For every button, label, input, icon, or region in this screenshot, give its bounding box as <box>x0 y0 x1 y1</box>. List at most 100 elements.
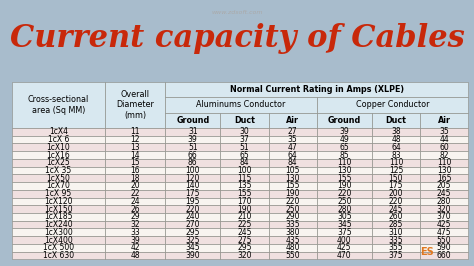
Text: 110: 110 <box>337 158 351 167</box>
Bar <box>105 151 165 159</box>
Bar <box>12 82 105 128</box>
Text: 245: 245 <box>389 205 403 214</box>
Text: 125: 125 <box>389 166 403 175</box>
Text: 100: 100 <box>237 166 252 175</box>
Bar <box>317 143 372 151</box>
Bar <box>12 182 105 190</box>
Text: ES: ES <box>419 247 434 257</box>
Bar <box>268 236 317 244</box>
Bar <box>12 252 105 259</box>
Text: 37: 37 <box>239 135 249 144</box>
Bar <box>12 136 105 143</box>
Text: 195: 195 <box>185 197 200 206</box>
Bar <box>372 252 420 259</box>
Bar <box>12 221 105 228</box>
Bar <box>165 221 220 228</box>
Bar <box>317 113 372 128</box>
Text: 280: 280 <box>437 197 451 206</box>
Bar <box>165 213 220 221</box>
Text: Normal Current Rating in Amps (XLPE): Normal Current Rating in Amps (XLPE) <box>229 85 404 94</box>
Bar <box>12 198 105 205</box>
Text: 475: 475 <box>437 228 451 237</box>
Bar <box>268 182 317 190</box>
Text: 425: 425 <box>437 220 451 229</box>
Bar <box>317 244 372 252</box>
Bar <box>105 221 165 228</box>
Text: 320: 320 <box>437 205 451 214</box>
Text: 155: 155 <box>337 174 352 183</box>
Bar <box>220 113 268 128</box>
Text: 44: 44 <box>439 135 449 144</box>
Text: 84: 84 <box>288 158 297 167</box>
Text: 280: 280 <box>337 205 351 214</box>
Bar <box>220 174 268 182</box>
Text: 16: 16 <box>130 166 140 175</box>
Bar <box>372 167 420 174</box>
Bar <box>105 143 165 151</box>
Text: 1cX 500: 1cX 500 <box>43 243 74 252</box>
Bar <box>220 221 268 228</box>
Bar <box>372 244 420 252</box>
Text: 1cX4: 1cX4 <box>49 127 68 136</box>
Text: 250: 250 <box>285 205 300 214</box>
Text: 295: 295 <box>185 228 200 237</box>
Bar <box>420 113 468 128</box>
Text: 13: 13 <box>130 143 140 152</box>
Text: 660: 660 <box>437 251 451 260</box>
Text: 285: 285 <box>389 220 403 229</box>
Text: 1cX120: 1cX120 <box>44 197 73 206</box>
Text: 33: 33 <box>130 228 140 237</box>
Bar <box>372 113 420 128</box>
Bar <box>420 136 468 143</box>
Bar <box>268 228 317 236</box>
Text: 240: 240 <box>185 212 200 221</box>
Bar <box>372 174 420 182</box>
Text: 200: 200 <box>389 189 403 198</box>
Bar <box>420 236 468 244</box>
Bar <box>317 182 372 190</box>
Bar <box>268 174 317 182</box>
Bar <box>105 244 165 252</box>
Bar <box>372 221 420 228</box>
Bar <box>165 198 220 205</box>
Bar <box>220 198 268 205</box>
Bar <box>105 236 165 244</box>
Text: 110: 110 <box>389 158 403 167</box>
Bar <box>420 190 468 198</box>
Text: 18: 18 <box>130 174 140 183</box>
Text: 14: 14 <box>130 151 140 160</box>
Bar <box>420 167 468 174</box>
Text: 1cX 630: 1cX 630 <box>43 251 74 260</box>
Bar <box>420 198 468 205</box>
Text: 49: 49 <box>339 135 349 144</box>
Text: 590: 590 <box>437 243 451 252</box>
Text: 250: 250 <box>337 197 352 206</box>
Text: 27: 27 <box>288 127 297 136</box>
Text: 310: 310 <box>389 228 403 237</box>
Text: 290: 290 <box>285 212 300 221</box>
Bar <box>420 228 468 236</box>
Text: 130: 130 <box>437 166 451 175</box>
Bar <box>12 128 105 136</box>
Bar <box>220 167 268 174</box>
Text: 220: 220 <box>285 197 300 206</box>
Bar <box>372 205 420 213</box>
Text: 370: 370 <box>437 212 451 221</box>
Text: 165: 165 <box>437 174 451 183</box>
Bar <box>12 228 105 236</box>
Bar <box>268 113 317 128</box>
Bar <box>372 128 420 136</box>
Bar <box>317 252 372 259</box>
Bar <box>268 167 317 174</box>
Text: 110: 110 <box>437 158 451 167</box>
Text: 48: 48 <box>130 251 140 260</box>
Text: 39: 39 <box>130 235 140 244</box>
Bar <box>268 190 317 198</box>
Bar <box>12 213 105 221</box>
Text: 1cX240: 1cX240 <box>44 220 73 229</box>
Bar <box>372 151 420 159</box>
Text: 35: 35 <box>288 135 297 144</box>
Text: 190: 190 <box>237 205 252 214</box>
Bar <box>420 213 468 221</box>
Text: 1cX 95: 1cX 95 <box>46 189 72 198</box>
